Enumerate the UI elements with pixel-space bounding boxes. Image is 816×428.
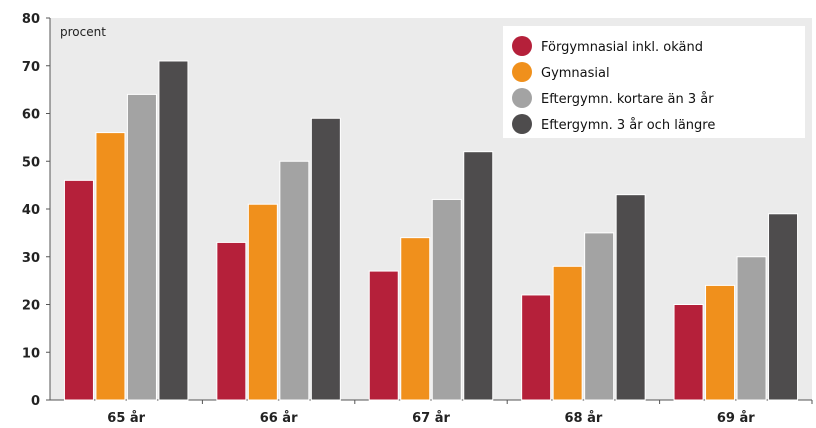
bar <box>673 304 704 401</box>
x-ticks: 65 år 66 år 67 år 68 år 69 år <box>107 400 813 426</box>
bar <box>521 294 552 401</box>
bar <box>615 194 646 401</box>
bar <box>400 237 431 401</box>
bars <box>63 60 799 401</box>
legend-swatch <box>512 114 532 134</box>
y-tick-label: 70 <box>22 60 40 75</box>
y-unit-label: procent <box>60 25 106 39</box>
legend-swatch <box>512 62 532 82</box>
bar <box>216 241 247 401</box>
y-tick-label: 0 <box>31 394 40 409</box>
bar <box>63 179 94 401</box>
bar <box>247 203 278 401</box>
y-tick-label: 30 <box>22 251 40 266</box>
bar <box>768 213 799 401</box>
legend-swatch <box>512 36 532 56</box>
bar <box>552 265 583 401</box>
bar <box>158 60 189 401</box>
bar <box>431 198 462 401</box>
x-tick-label: 65 år <box>107 411 145 426</box>
bar <box>705 284 736 401</box>
y-tick-label: 60 <box>22 108 40 123</box>
bar <box>584 232 615 401</box>
y-tick-label: 10 <box>22 346 40 361</box>
x-tick-label: 68 år <box>564 411 602 426</box>
y-tick-label: 50 <box>22 155 40 170</box>
bar <box>368 270 399 401</box>
bar <box>310 117 341 401</box>
legend-label: Eftergymn. 3 år och längre <box>541 118 715 133</box>
legend-box <box>503 26 805 138</box>
bar <box>279 160 310 401</box>
legend: Förgymnasial inkl. okänd Gymnasial Eftergy… <box>503 26 805 138</box>
legend-label: Gymnasial <box>541 66 610 81</box>
legend-items: Förgymnasial inkl. okänd Gymnasial Eftergy… <box>512 36 715 134</box>
y-tick-label: 40 <box>22 203 40 218</box>
y-tick-label: 80 <box>22 12 40 27</box>
legend-label: Eftergymn. kortare än 3 år <box>541 92 714 107</box>
bar <box>463 151 494 401</box>
y-ticks: 0 10 20 30 40 50 60 70 80 <box>22 12 50 409</box>
x-tick-label: 66 år <box>260 411 298 426</box>
bar <box>126 93 157 401</box>
x-tick-label: 69 år <box>717 411 755 426</box>
y-tick-label: 20 <box>22 299 40 314</box>
legend-label: Förgymnasial inkl. okänd <box>541 40 703 55</box>
bar <box>95 132 126 401</box>
bar <box>736 256 767 401</box>
legend-swatch <box>512 88 532 108</box>
x-tick-label: 67 år <box>412 411 450 426</box>
